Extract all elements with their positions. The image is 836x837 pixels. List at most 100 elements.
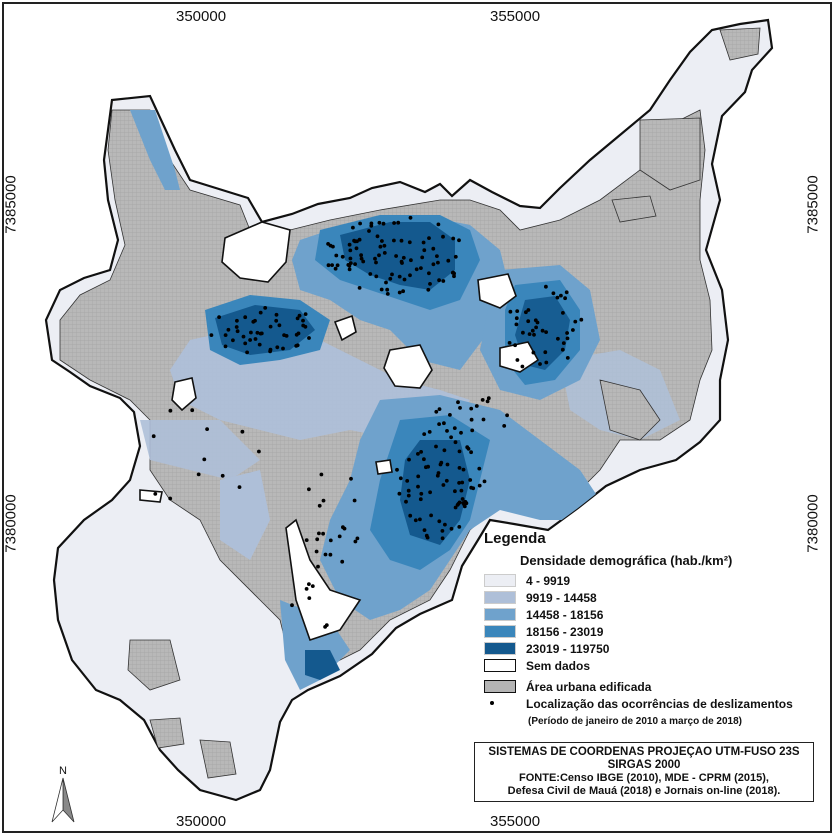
no-data-area bbox=[285, 518, 362, 642]
occurrence-point bbox=[374, 260, 378, 265]
occurrence-point bbox=[394, 254, 398, 258]
occurrence-point bbox=[190, 408, 195, 413]
no-data-area bbox=[383, 344, 433, 389]
occurrence-point bbox=[414, 267, 419, 272]
occurrence-point bbox=[235, 318, 239, 323]
occurrence-point bbox=[369, 221, 374, 226]
urban-area bbox=[199, 739, 237, 779]
legend-urban: Área urbana edificada bbox=[484, 678, 830, 695]
occurrence-point bbox=[307, 336, 311, 340]
occurrence-point bbox=[275, 345, 280, 350]
occurrence-point bbox=[379, 287, 384, 292]
occurrence-point bbox=[307, 582, 311, 586]
occurrence-point bbox=[544, 360, 549, 365]
occurrence-point bbox=[373, 256, 377, 261]
occurrence-point bbox=[457, 525, 462, 529]
occurrence-point bbox=[507, 341, 512, 345]
occurrence-point bbox=[485, 399, 490, 404]
occurrence-point bbox=[544, 330, 548, 334]
source-box: SISTEMAS DE COORDENAS PROJEÇAO UTM-FUSO … bbox=[474, 742, 814, 802]
occurrence-point bbox=[443, 522, 447, 527]
occurrence-point bbox=[526, 308, 531, 312]
occurrence-point bbox=[352, 238, 356, 243]
occurrence-point bbox=[453, 254, 458, 259]
occurrence-point bbox=[482, 479, 487, 484]
coord-bottom-1: 350000 bbox=[176, 813, 227, 830]
occurrence-point bbox=[396, 220, 401, 225]
occurrence-point bbox=[477, 483, 482, 488]
occurrence-point bbox=[223, 344, 228, 349]
occurrence-point bbox=[531, 350, 536, 355]
occurrence-point bbox=[397, 491, 402, 496]
occurrence-point bbox=[422, 528, 427, 532]
occurrence-point bbox=[444, 478, 449, 483]
occurrence-point bbox=[368, 272, 373, 276]
occurrence-point bbox=[328, 552, 333, 557]
occurrence-point bbox=[277, 323, 282, 328]
occurrence-point bbox=[442, 421, 446, 426]
occurrence-point bbox=[317, 531, 321, 536]
occurrence-point bbox=[323, 625, 327, 629]
occurrence-point bbox=[377, 220, 382, 225]
legend-class-5: 23019 - 119750 bbox=[484, 640, 830, 657]
occurrence-point bbox=[524, 310, 528, 315]
occurrence-point bbox=[405, 479, 410, 483]
occurrence-point bbox=[460, 480, 465, 485]
density-patch bbox=[215, 305, 315, 355]
no-data-area bbox=[139, 489, 163, 503]
occurrence-point bbox=[452, 274, 456, 279]
occurrence-point bbox=[551, 291, 556, 296]
occurrence-point bbox=[359, 256, 364, 261]
occurrence-point bbox=[340, 254, 345, 259]
occurrence-point bbox=[515, 358, 520, 362]
occurrence-point bbox=[555, 295, 560, 300]
occurrence-point bbox=[380, 239, 384, 243]
occurrence-point bbox=[515, 309, 520, 313]
legend-class-label: 9919 - 14458 bbox=[526, 590, 597, 605]
occurrence-point bbox=[348, 261, 353, 265]
occurrence-point bbox=[457, 481, 461, 485]
occurrence-point bbox=[337, 534, 342, 539]
density-title: Densidade demográfica (hab./km²) bbox=[520, 553, 733, 568]
occurrence-point bbox=[397, 290, 402, 295]
occurrence-point bbox=[304, 538, 309, 542]
occurrence-point bbox=[459, 430, 463, 435]
occurrence-point bbox=[407, 240, 412, 245]
occurrence-point bbox=[274, 318, 279, 323]
occurrence-point bbox=[168, 408, 173, 413]
legend-class-nodata: Sem dados bbox=[484, 657, 830, 674]
occurrence-point bbox=[399, 238, 404, 243]
occurrence-point bbox=[451, 236, 456, 241]
occurrence-point bbox=[319, 472, 324, 477]
occurrence-point bbox=[385, 292, 390, 296]
occurrence-point bbox=[427, 271, 431, 276]
legend-class-label: Sem dados bbox=[526, 658, 591, 673]
occurrence-point bbox=[374, 274, 379, 279]
occurrence-point bbox=[397, 274, 402, 279]
occurrence-point bbox=[456, 400, 460, 405]
occurrence-point bbox=[422, 457, 426, 462]
occurrence-point bbox=[253, 318, 257, 323]
legend-class-label: 4 - 9919 bbox=[526, 573, 571, 588]
swatch bbox=[484, 574, 516, 587]
occurrence-point bbox=[436, 260, 440, 265]
occurrence-point bbox=[234, 325, 239, 329]
legend-class-3: 14458 - 18156 bbox=[484, 606, 830, 623]
occurrence-point bbox=[514, 316, 519, 321]
occurrence-point bbox=[326, 242, 330, 246]
occurrence-point bbox=[296, 331, 301, 336]
occurrence-point bbox=[382, 251, 387, 255]
occurrence-point bbox=[431, 246, 436, 251]
density-patch bbox=[140, 420, 260, 480]
occurrence-point bbox=[347, 267, 352, 272]
no-data-area bbox=[333, 314, 357, 342]
density-patch bbox=[305, 650, 340, 680]
occurrence-point bbox=[268, 324, 273, 329]
occurrence-point bbox=[561, 311, 565, 315]
occurrence-point bbox=[151, 434, 156, 439]
occurrence-point bbox=[416, 452, 420, 456]
occurrence-point bbox=[442, 448, 447, 453]
system-line-1: SISTEMAS DE COORDENAS PROJEÇAO UTM-FUSO … bbox=[488, 746, 800, 758]
occurrence-point bbox=[453, 505, 458, 510]
